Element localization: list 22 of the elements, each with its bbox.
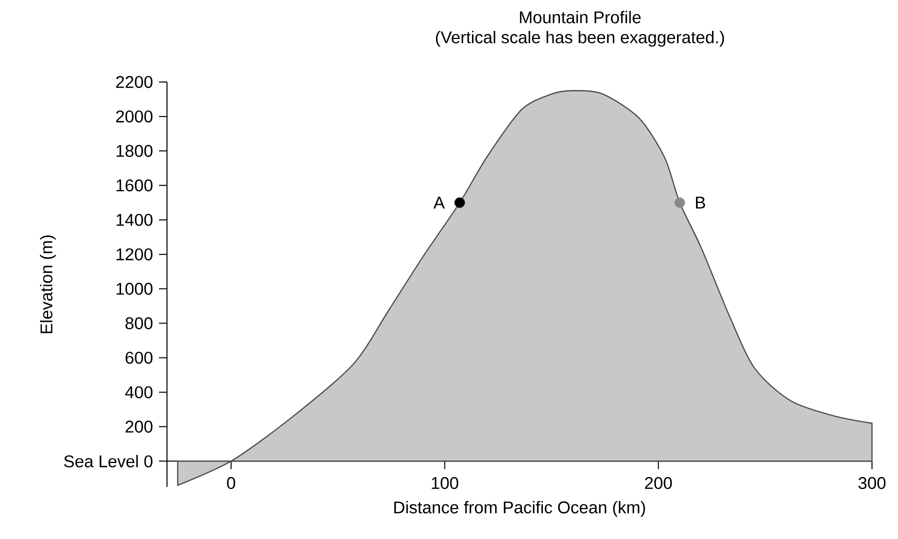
y-tick-label: 1400 bbox=[116, 214, 152, 226]
chart-subtitle: (Vertical scale has been exaggerated.) bbox=[436, 30, 724, 47]
x-tick-label: 200 bbox=[645, 477, 672, 490]
x-tick-label: 300 bbox=[858, 477, 886, 490]
x-tick-label: 100 bbox=[432, 477, 458, 490]
annotation: A bbox=[434, 196, 445, 208]
y-axis-title: Elevation (m) bbox=[40, 236, 56, 334]
y-tick-label: Sea Level 0 bbox=[64, 454, 152, 468]
y-tick-label: 2200 bbox=[116, 76, 152, 88]
annotation: B bbox=[696, 196, 706, 208]
y-tick-label: 400 bbox=[125, 386, 152, 398]
x-axis-title: Distance from Pacific Ocean (km) bbox=[394, 500, 646, 517]
y-tick-label: 1800 bbox=[116, 144, 152, 157]
y-tick-label: 800 bbox=[126, 317, 152, 330]
y-tick-label: 200 bbox=[126, 420, 152, 433]
y-tick-label: 2000 bbox=[116, 110, 152, 122]
x-tick-label: 0 bbox=[227, 477, 236, 490]
y-tick-label: 600 bbox=[126, 352, 152, 364]
y-tick-label: 1000 bbox=[116, 282, 152, 295]
y-tick-label: 1200 bbox=[116, 248, 152, 260]
y-tick-label: 1600 bbox=[116, 179, 152, 192]
chart-title: Mountain Profile bbox=[520, 10, 641, 24]
